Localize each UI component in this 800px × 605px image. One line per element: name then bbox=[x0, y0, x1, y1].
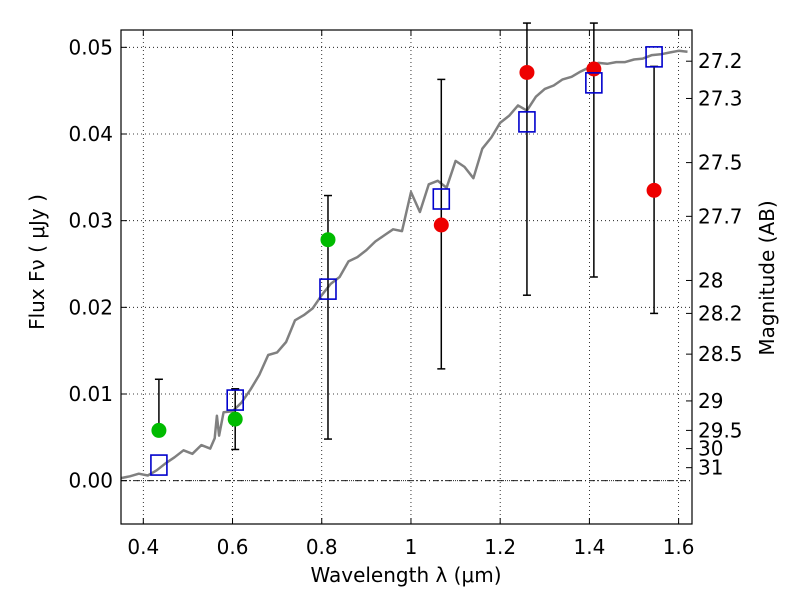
y-tick-label: 0.05 bbox=[68, 35, 113, 59]
model-point bbox=[150, 454, 168, 476]
y2-tick-label: 27.5 bbox=[698, 151, 743, 175]
error-bars bbox=[154, 22, 659, 451]
model-spectrum bbox=[120, 49, 688, 480]
model-point bbox=[518, 111, 536, 133]
y2-tick-label: 28.2 bbox=[698, 301, 743, 325]
x-tick-labels: 0.4 0.6 0.8 1 1.2 1.4 1.6 bbox=[127, 535, 694, 559]
y2-axis-title: Magnitude (AB) bbox=[755, 200, 779, 355]
data-point bbox=[320, 232, 336, 248]
data-point bbox=[227, 411, 243, 427]
model-point bbox=[432, 188, 451, 210]
x-axis-title: Wavelength λ (μm) bbox=[310, 563, 501, 587]
x-tick-label: 1.6 bbox=[663, 535, 695, 559]
axis-ticks bbox=[121, 30, 692, 524]
y-tick-label: 0.01 bbox=[68, 382, 113, 406]
x-tick-label: 0.8 bbox=[306, 535, 338, 559]
data-point bbox=[646, 182, 662, 198]
x-tick-label: 1.4 bbox=[573, 535, 605, 559]
y-axis-title: Flux Fν ( μJy ) bbox=[25, 194, 49, 330]
x-tick-label: 0.4 bbox=[127, 535, 159, 559]
data-point bbox=[519, 64, 535, 80]
model-spectrum-line bbox=[120, 49, 688, 480]
y-tick-label: 0.02 bbox=[68, 295, 113, 319]
plot-frame bbox=[120, 29, 693, 525]
model-point bbox=[319, 278, 337, 300]
grid-lines bbox=[121, 30, 692, 524]
y-tick-label: 0.00 bbox=[68, 469, 113, 493]
y2-tick-label: 27.3 bbox=[698, 86, 743, 110]
y-tick-labels: 0.00 0.01 0.02 0.03 0.04 0.05 bbox=[68, 35, 113, 492]
y2-tick-label: 28.5 bbox=[698, 342, 743, 366]
y-tick-label: 0.04 bbox=[68, 122, 113, 146]
y2-tick-label: 27.2 bbox=[698, 49, 743, 73]
model-point bbox=[645, 46, 663, 68]
y2-tick-label: 31 bbox=[698, 456, 723, 480]
model-point bbox=[585, 72, 603, 94]
data-point bbox=[586, 61, 602, 77]
y2-tick-label: 28 bbox=[698, 268, 723, 292]
data-point bbox=[151, 422, 167, 438]
y2-tick-label: 29.5 bbox=[698, 418, 743, 442]
y-tick-label: 0.03 bbox=[68, 209, 113, 233]
data-point bbox=[433, 217, 449, 233]
x-tick-label: 1.2 bbox=[484, 535, 516, 559]
y2-tick-label: 29 bbox=[698, 389, 723, 413]
y2-tick-label: 27.7 bbox=[698, 204, 743, 228]
x-tick-label: 1 bbox=[405, 535, 418, 559]
x-tick-label: 0.6 bbox=[217, 535, 249, 559]
y2-tick-label: 30 bbox=[698, 437, 723, 461]
model-point bbox=[226, 389, 244, 411]
data-points bbox=[150, 46, 663, 476]
